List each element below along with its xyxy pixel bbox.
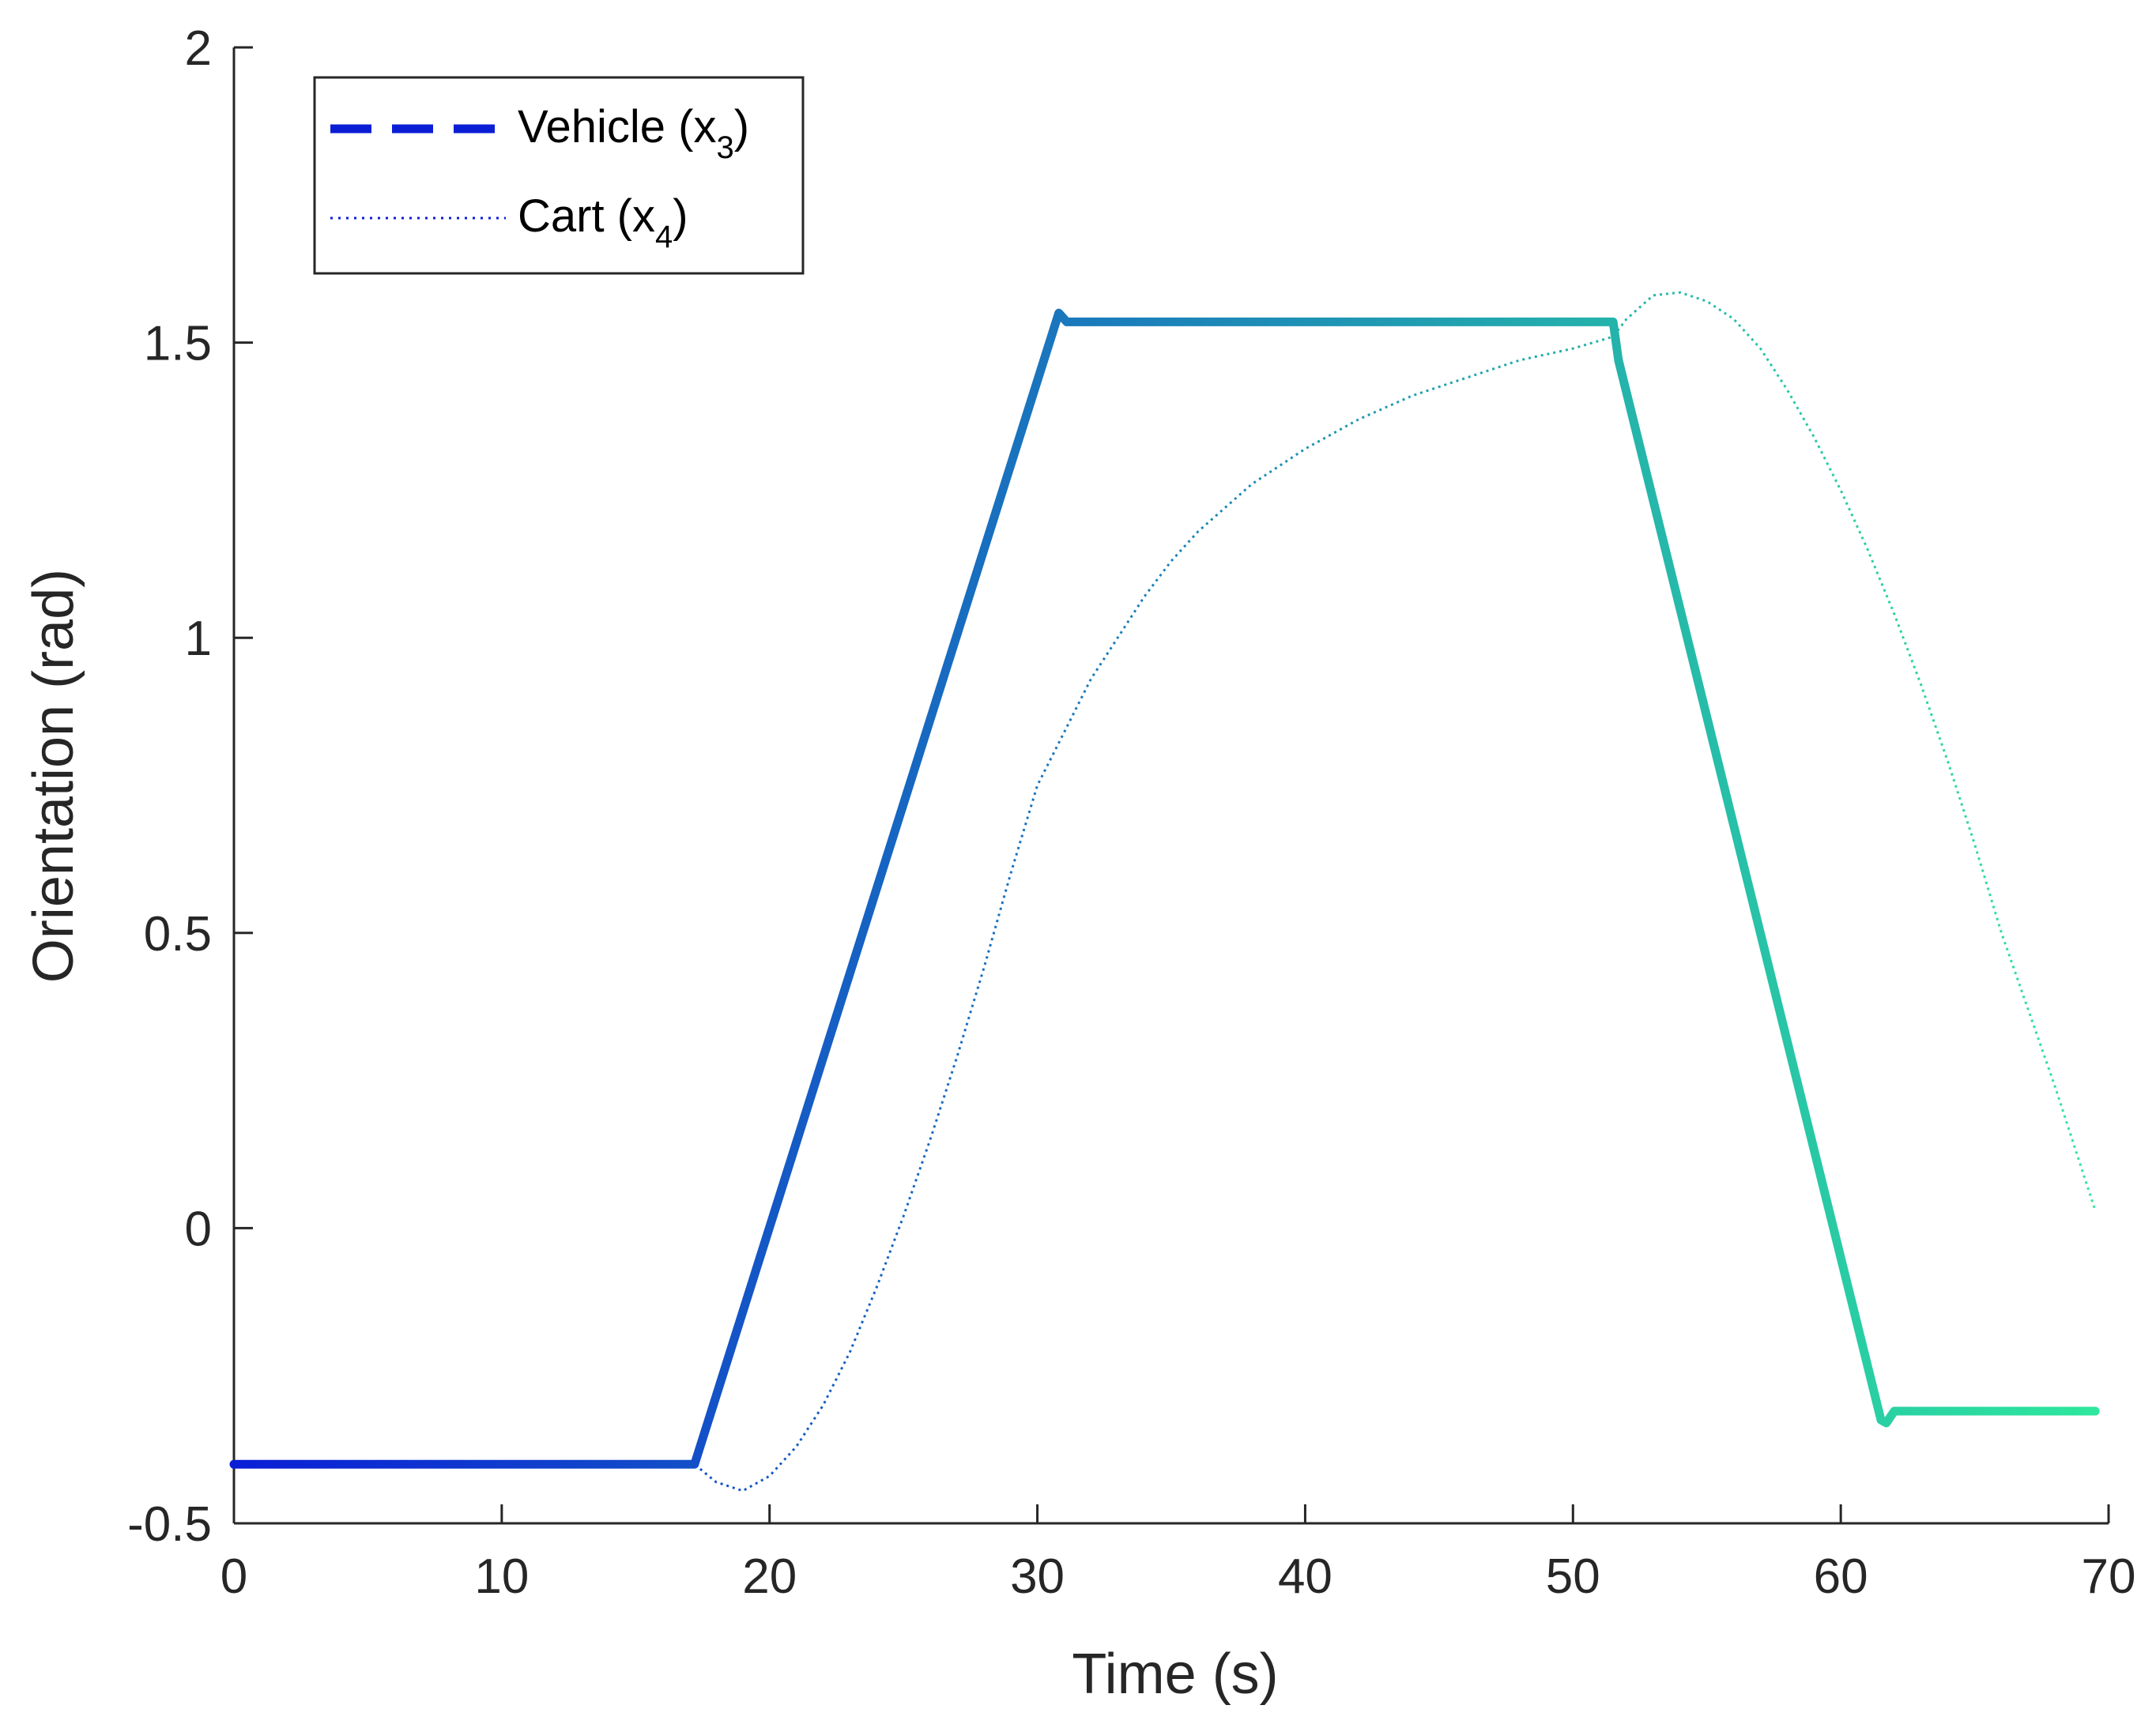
x-tick-label: 70: [2082, 1549, 2136, 1604]
plot-lines: [229, 291, 2100, 1493]
legend-vehicle-close: ): [734, 101, 749, 152]
x-tick-label: 60: [1814, 1549, 1868, 1604]
x-tick-label: 40: [1278, 1549, 1332, 1604]
legend-cart-name: Cart (x: [518, 190, 655, 242]
legend-vehicle-subscript: 3: [716, 130, 733, 165]
x-tick-label: 10: [474, 1549, 529, 1604]
y-tick-label: -0.5: [127, 1497, 212, 1552]
series-line-vehicle: [229, 308, 2100, 1469]
legend-box: [313, 76, 805, 275]
x-tick-label: 30: [1010, 1549, 1065, 1604]
y-axis-title: Orientation (rad): [22, 569, 85, 983]
legend-label-cart: Cart (x4): [518, 190, 688, 254]
legend-cart-subscript: 4: [655, 220, 673, 254]
y-tick-label: 1.5: [144, 317, 212, 371]
y-tick-label: 0: [185, 1202, 212, 1256]
legend-cart-close: ): [673, 190, 688, 242]
x-tick-label: 20: [742, 1549, 797, 1604]
axes: [232, 46, 2110, 1525]
x-axis-title: Time (s): [1072, 1643, 1278, 1706]
x-tick-label: 50: [1546, 1549, 1600, 1604]
y-tick-label: 1: [185, 612, 212, 666]
legend-vehicle-name: Vehicle (x: [518, 101, 716, 152]
legend-label-vehicle: Vehicle (x3): [518, 101, 749, 165]
y-tick-label: 0.5: [144, 907, 212, 962]
tick-labels: 0 10 20 30 40 50 60 70-0.500.511.52: [127, 21, 2135, 1604]
series-line-cart: [234, 291, 2097, 1493]
y-tick-label: 2: [185, 21, 212, 76]
x-tick-label: 0: [220, 1549, 247, 1604]
legend: Vehicle (x3) Cart (x4): [313, 76, 805, 275]
